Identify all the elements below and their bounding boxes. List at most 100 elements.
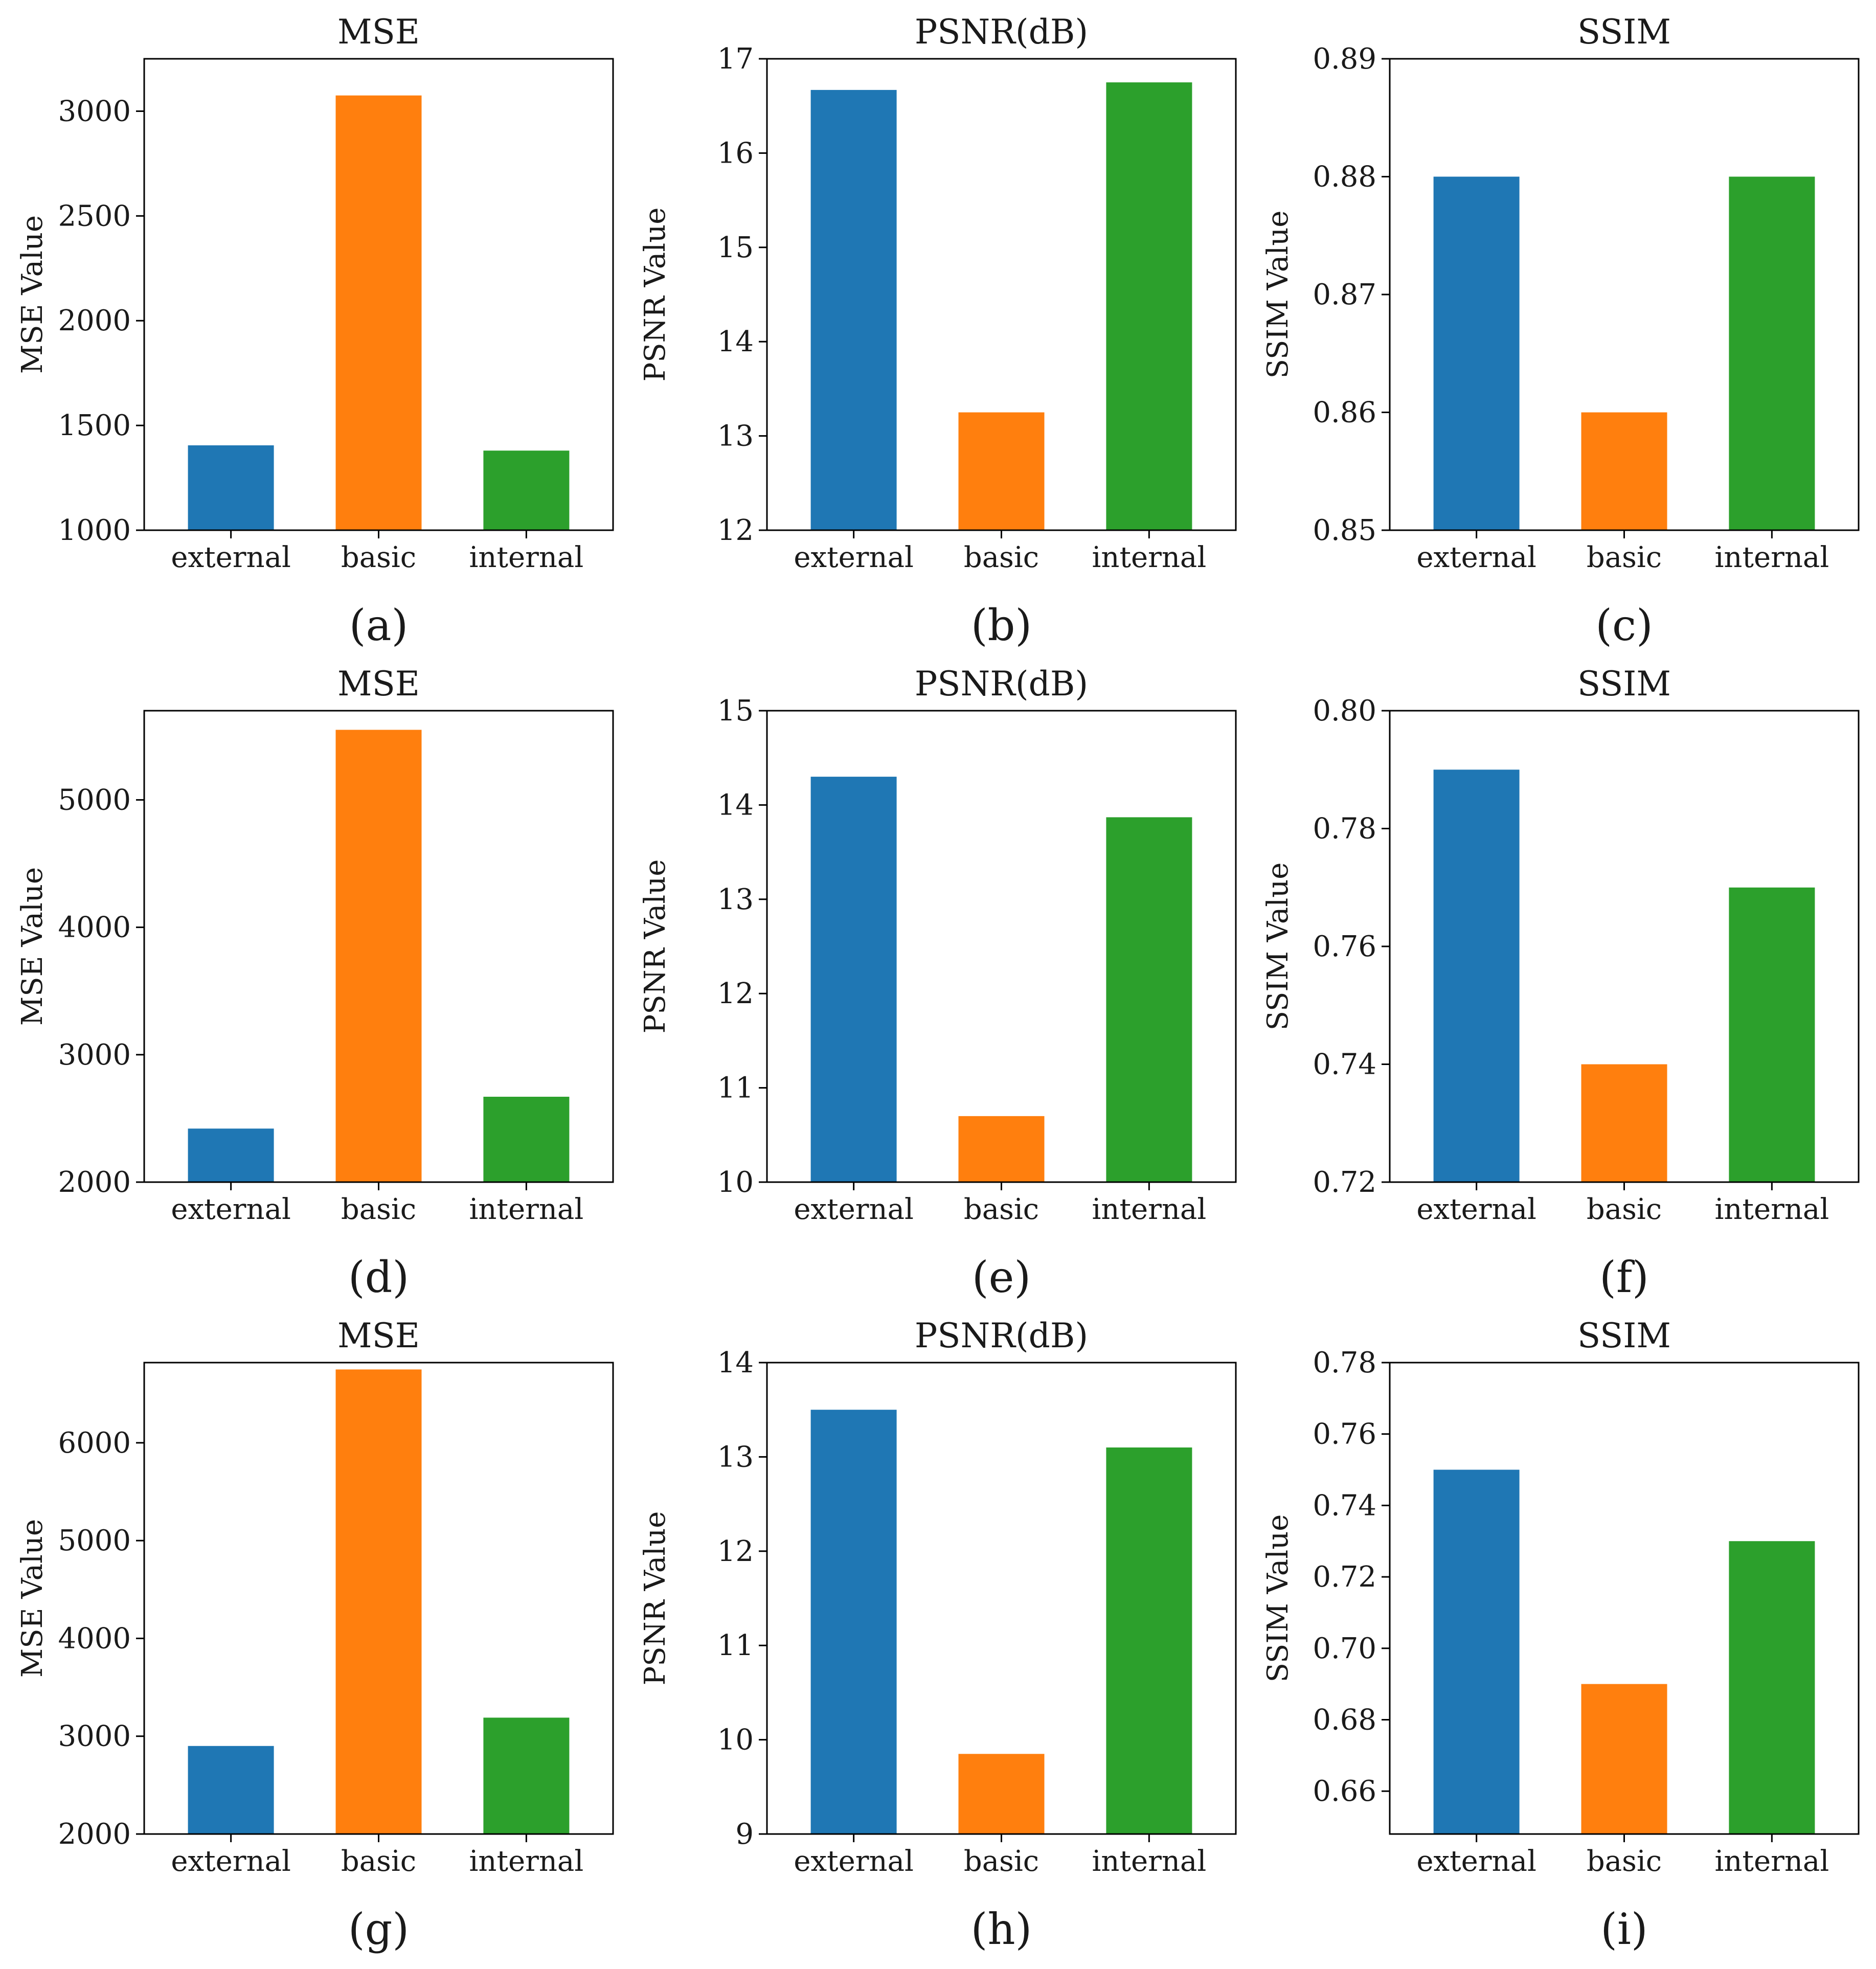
y-tick-label: 2500 — [58, 199, 131, 233]
bar-external — [188, 1746, 274, 1834]
panel-caption: (f) — [1599, 1252, 1649, 1302]
y-tick-label: 2000 — [58, 1818, 131, 1851]
y-tick-label: 16 — [717, 137, 754, 170]
x-tick-label-basic: basic — [964, 1845, 1039, 1878]
y-tick-label: 0.76 — [1313, 930, 1376, 963]
y-axis-label: MSE Value — [16, 1519, 49, 1678]
x-tick-label-external: external — [1416, 1845, 1536, 1878]
panel-caption: (i) — [1600, 1904, 1647, 1954]
x-tick-label-external: external — [171, 1845, 291, 1878]
chart-title: SSIM — [1577, 12, 1671, 52]
y-tick-label: 4000 — [58, 1622, 131, 1655]
y-tick-label: 5000 — [58, 783, 131, 817]
chart-title: PSNR(dB) — [915, 12, 1088, 52]
y-tick-label: 0.68 — [1313, 1703, 1376, 1736]
y-tick-label: 0.88 — [1313, 161, 1376, 194]
x-tick-label-external: external — [171, 1193, 291, 1226]
y-tick-label: 14 — [717, 788, 754, 822]
y-tick-label: 15 — [717, 231, 754, 264]
x-tick-label-internal: internal — [1714, 1845, 1829, 1878]
bar-internal — [1729, 176, 1815, 530]
y-tick-label: 11 — [717, 1072, 754, 1105]
bar-external — [1433, 176, 1520, 530]
x-tick-label-internal: internal — [469, 1845, 583, 1878]
bar-internal — [1106, 82, 1192, 531]
bar-external — [810, 777, 897, 1182]
y-tick-label: 0.70 — [1313, 1632, 1376, 1665]
y-tick-label: 15 — [717, 694, 754, 728]
y-tick-label: 0.72 — [1313, 1560, 1376, 1594]
bar-internal — [1106, 1447, 1192, 1834]
y-tick-label: 3000 — [58, 1038, 131, 1072]
y-tick-label: 0.74 — [1313, 1489, 1376, 1522]
bar-external — [810, 89, 897, 530]
y-tick-label: 0.85 — [1313, 514, 1376, 547]
bar-basic — [335, 1369, 422, 1834]
y-tick-label: 0.80 — [1313, 694, 1376, 728]
y-tick-label: 0.74 — [1313, 1048, 1376, 1081]
panel-caption: (b) — [971, 600, 1032, 650]
y-tick-label: 12 — [717, 977, 754, 1010]
y-axis-label: MSE Value — [16, 215, 49, 374]
x-tick-label-internal: internal — [1092, 1845, 1206, 1878]
x-tick-label-external: external — [794, 1193, 914, 1226]
panel-caption: (c) — [1595, 600, 1653, 650]
panel-caption: (d) — [348, 1252, 409, 1302]
bar-external — [810, 1410, 897, 1834]
y-axis-label: SSIM Value — [1261, 1514, 1295, 1683]
y-tick-label: 0.86 — [1313, 396, 1376, 429]
x-tick-label-basic: basic — [1587, 1193, 1662, 1226]
x-tick-label-internal: internal — [1092, 541, 1206, 574]
chart-title: SSIM — [1577, 1316, 1671, 1355]
x-tick-label-basic: basic — [1587, 1845, 1662, 1878]
y-axis-label: PSNR Value — [639, 859, 672, 1034]
bar-basic — [1581, 412, 1667, 530]
x-tick-label-external: external — [171, 541, 291, 574]
y-tick-label: 1500 — [58, 409, 131, 442]
y-tick-label: 12 — [717, 1535, 754, 1568]
y-axis-label: MSE Value — [16, 867, 49, 1026]
bar-basic — [958, 1116, 1045, 1182]
y-tick-label: 4000 — [58, 911, 131, 944]
x-tick-label-basic: basic — [341, 541, 416, 574]
y-tick-label: 5000 — [58, 1524, 131, 1557]
y-tick-label: 11 — [717, 1629, 754, 1662]
y-tick-label: 14 — [717, 325, 754, 358]
chart-panel-1: MSE 1000 1500 2000 2500 3000 external basic inte… — [16, 12, 614, 650]
bar-internal — [483, 1097, 570, 1182]
y-tick-label: 12 — [717, 514, 754, 547]
bar-external — [1433, 770, 1520, 1183]
bar-internal — [1106, 817, 1192, 1182]
chart-panel-3: SSIM 0.85 0.86 0.87 0.88 0.89 external basic int… — [1261, 12, 1860, 650]
panel-caption: (h) — [971, 1904, 1032, 1954]
bar-internal — [1729, 887, 1815, 1183]
x-tick-label-basic: basic — [1587, 541, 1662, 574]
y-tick-label: 9 — [735, 1818, 754, 1851]
bar-internal — [483, 1717, 570, 1834]
y-tick-label: 6000 — [58, 1427, 131, 1460]
x-tick-label-internal: internal — [469, 541, 583, 574]
x-tick-label-basic: basic — [964, 541, 1039, 574]
y-tick-label: 0.72 — [1313, 1166, 1376, 1199]
y-tick-label: 0.87 — [1313, 278, 1376, 311]
x-tick-label-external: external — [1416, 541, 1536, 574]
bar-basic — [958, 412, 1045, 530]
chart-panel-2: PSNR(dB) 12 13 14 15 16 17 external basic interna… — [639, 12, 1237, 650]
x-tick-label-external: external — [794, 1845, 914, 1878]
y-tick-label: 0.78 — [1313, 1346, 1376, 1379]
bar-internal — [483, 450, 570, 530]
chart-panel-8: PSNR(dB) 9 10 11 12 13 14 external basic internal… — [639, 1316, 1237, 1954]
y-tick-label: 10 — [717, 1724, 754, 1757]
bar-external — [188, 445, 274, 530]
chart-panel-5: PSNR(dB) 10 11 12 13 14 15 external basic interna… — [639, 664, 1237, 1302]
chart-panel-6: SSIM 0.72 0.74 0.76 0.78 0.80 external basic int… — [1261, 664, 1860, 1302]
x-tick-label-internal: internal — [469, 1193, 583, 1226]
y-tick-label: 0.66 — [1313, 1775, 1376, 1808]
bar-basic — [335, 730, 422, 1182]
chart-panel-9: SSIM 0.66 0.68 0.70 0.72 0.74 0.76 0.78 external… — [1261, 1316, 1860, 1954]
x-tick-label-basic: basic — [341, 1193, 416, 1226]
y-tick-label: 10 — [717, 1166, 754, 1199]
x-tick-label-internal: internal — [1714, 1193, 1829, 1226]
x-tick-label-internal: internal — [1714, 541, 1829, 574]
y-tick-label: 17 — [717, 42, 754, 76]
